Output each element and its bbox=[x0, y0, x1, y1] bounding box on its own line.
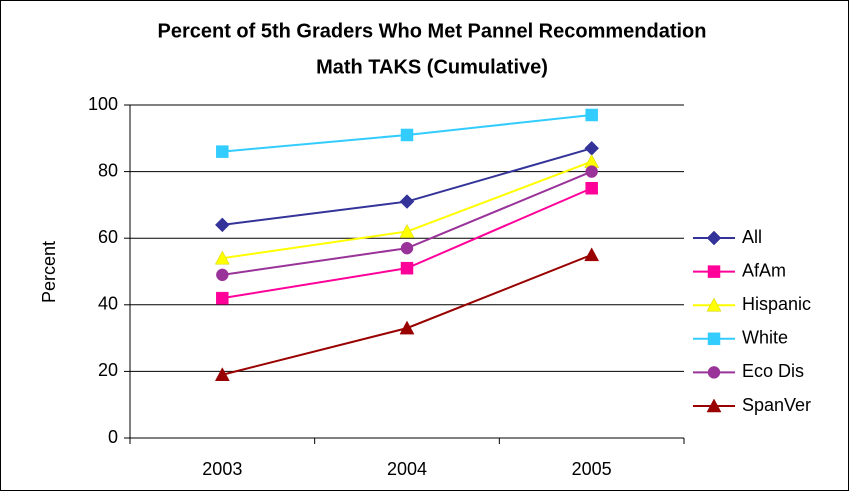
marker bbox=[707, 366, 721, 379]
y-tick-label: 40 bbox=[98, 294, 118, 314]
legend-label: White bbox=[742, 328, 788, 348]
y-axis-label: Percent bbox=[39, 241, 59, 303]
marker bbox=[584, 247, 600, 262]
y-tick-label: 0 bbox=[108, 427, 118, 447]
x-tick-label: 2004 bbox=[387, 459, 427, 479]
x-tick-label: 2005 bbox=[572, 459, 612, 479]
marker bbox=[706, 297, 722, 312]
marker bbox=[400, 261, 414, 275]
marker bbox=[585, 108, 598, 122]
legend-label: Eco Dis bbox=[742, 361, 804, 381]
legend-label: SpanVer bbox=[742, 395, 811, 415]
marker bbox=[214, 367, 230, 381]
marker bbox=[399, 194, 415, 209]
marker bbox=[585, 165, 598, 178]
marker bbox=[216, 145, 229, 158]
marker bbox=[400, 241, 414, 255]
marker bbox=[399, 320, 415, 335]
legend-label: All bbox=[742, 227, 762, 247]
chart-title: Percent of 5th Graders Who Met Pannel Re… bbox=[158, 20, 707, 42]
marker bbox=[214, 250, 230, 265]
marker bbox=[216, 268, 229, 282]
y-tick-label: 20 bbox=[98, 360, 118, 380]
chart-subtitle: Math TAKS (Cumulative) bbox=[316, 56, 548, 78]
marker bbox=[707, 332, 721, 346]
y-tick-label: 80 bbox=[98, 160, 118, 180]
marker bbox=[214, 217, 230, 233]
y-tick-label: 60 bbox=[98, 227, 118, 247]
x-tick-label: 2003 bbox=[202, 459, 242, 479]
legend-label: Hispanic bbox=[742, 294, 811, 314]
marker bbox=[399, 224, 415, 238]
y-tick-label: 100 bbox=[88, 94, 118, 114]
marker bbox=[706, 230, 722, 246]
legend-label: AfAm bbox=[742, 260, 786, 280]
marker bbox=[400, 128, 414, 142]
marker bbox=[216, 291, 229, 305]
marker bbox=[707, 265, 721, 278]
marker bbox=[706, 398, 722, 413]
marker bbox=[585, 182, 598, 195]
